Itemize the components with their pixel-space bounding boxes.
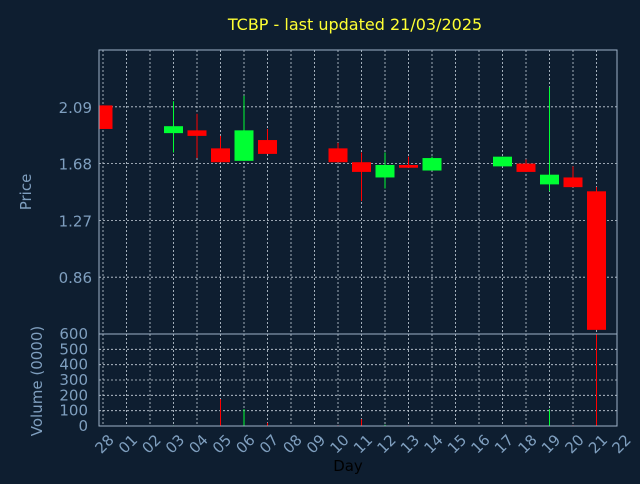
- price-tick-label: 1.68: [59, 156, 92, 174]
- candle-body: [375, 164, 395, 178]
- candle-body: [563, 177, 583, 188]
- day-tick-label: 16: [468, 431, 494, 457]
- day-tick-label: 22: [609, 431, 635, 457]
- day-tick-label: 14: [421, 431, 447, 457]
- volume-tick-label: 600: [59, 325, 88, 343]
- day-tick-label: 17: [491, 431, 517, 457]
- price-tick-label: 1.27: [59, 212, 92, 230]
- day-tick-label: 11: [350, 431, 376, 457]
- day-tick-label: 04: [186, 431, 212, 457]
- volume-tick-label: 300: [59, 371, 88, 389]
- price-tick-label: 0.86: [59, 269, 92, 287]
- day-tick-label: 09: [303, 431, 329, 457]
- candle-body: [328, 148, 348, 163]
- candle-body: [99, 105, 113, 129]
- candle-body: [258, 140, 277, 154]
- candle-body: [211, 148, 230, 163]
- day-tick-label: 08: [280, 431, 306, 457]
- day-tick-label: 28: [92, 431, 118, 457]
- volume-tick-label: 400: [59, 356, 88, 374]
- day-tick-label: 13: [397, 431, 423, 457]
- day-tick-label: 12: [374, 431, 400, 457]
- day-tick-label: 07: [256, 431, 282, 457]
- day-tick-label: 05: [209, 431, 235, 457]
- day-tick-label: 10: [327, 431, 353, 457]
- price-axis-label: Price: [17, 174, 35, 211]
- volume-tick-label: 100: [59, 402, 88, 420]
- candle-body: [587, 191, 606, 330]
- day-tick-label: 03: [162, 431, 188, 457]
- candle-body: [493, 156, 512, 167]
- price-tick-label: 2.09: [59, 99, 92, 117]
- day-tick-label: 20: [562, 431, 588, 457]
- price-panel-frame: [98, 49, 618, 335]
- day-tick-label: 18: [515, 431, 541, 457]
- day-tick-label: 15: [444, 431, 470, 457]
- candle-body: [164, 126, 183, 134]
- day-tick-label: 01: [115, 431, 141, 457]
- candle-body: [422, 158, 442, 171]
- volume-tick-label: 200: [59, 386, 88, 404]
- volume-panel-frame: [98, 333, 618, 427]
- volume-tick-label: 500: [59, 340, 88, 358]
- day-tick-label: 06: [233, 431, 259, 457]
- chart-title: TCBP - last updated 21/03/2025: [227, 15, 482, 34]
- candle-body: [187, 130, 207, 136]
- candle-body: [234, 130, 254, 161]
- volume-tick-label: 0: [78, 417, 88, 435]
- day-axis-label: Day: [333, 457, 363, 475]
- candle-body: [399, 164, 418, 168]
- candle-body: [516, 163, 536, 172]
- volume-axis-label: Volume (0000): [28, 326, 46, 436]
- day-tick-label: 02: [139, 431, 165, 457]
- candle-body: [352, 162, 371, 172]
- candle-body: [540, 174, 559, 185]
- day-tick-label: 19: [538, 431, 564, 457]
- day-tick-label: 21: [585, 431, 611, 457]
